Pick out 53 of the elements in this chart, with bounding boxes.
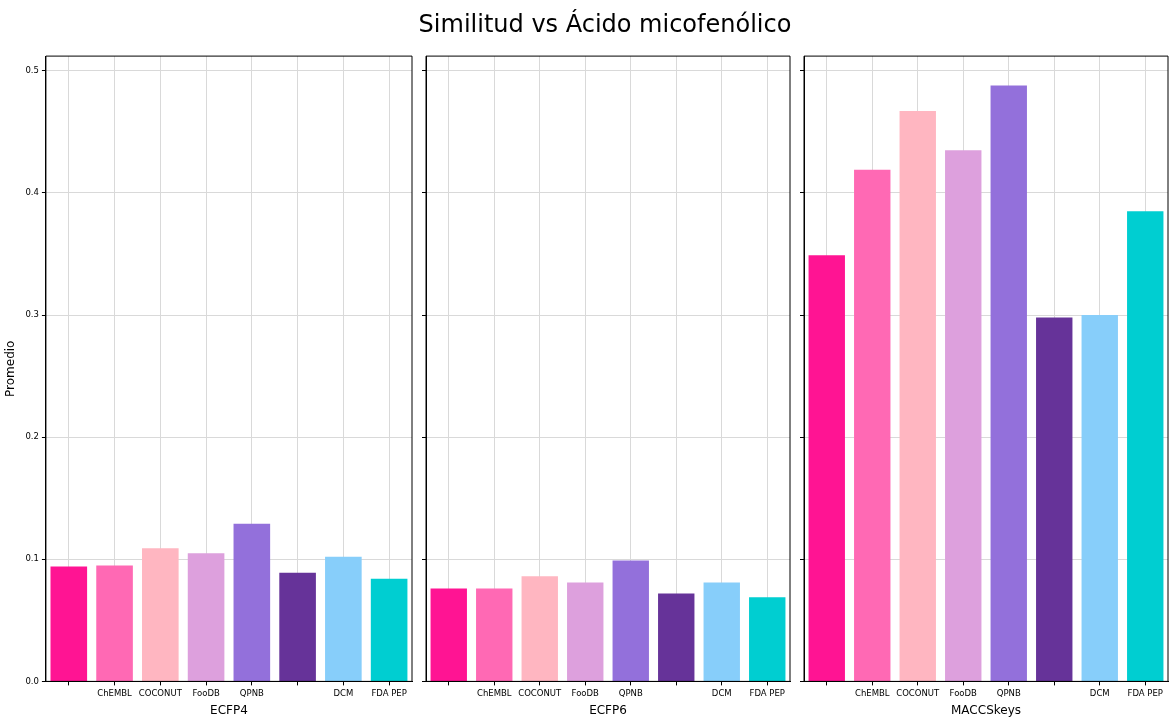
bar — [945, 150, 982, 681]
x-tick-label: ChEMBL — [97, 687, 133, 698]
bar — [808, 255, 845, 681]
x-tick-label: FooDB — [949, 687, 978, 698]
y-tick-label: 0.1 — [25, 553, 39, 564]
bar — [612, 560, 649, 681]
bar — [1036, 317, 1073, 681]
x-tick-label: QPNB — [996, 687, 1021, 698]
x-tick-label: ChEMBL — [854, 687, 890, 698]
bar — [370, 578, 408, 681]
bar — [430, 588, 467, 681]
x-tick-label: COCONUT — [896, 687, 941, 698]
chart-title: Similitud vs Ácido micofenólico — [417, 8, 793, 40]
x-tick-label: FDA PEP — [749, 687, 785, 698]
bar — [142, 548, 179, 681]
x-tick-label: QPNB — [239, 687, 265, 698]
y-tick-label: 0.3 — [25, 309, 39, 320]
bar — [658, 593, 695, 681]
y-tick-label: 0.2 — [25, 431, 39, 442]
x-tick-label: FDA PEP — [371, 687, 407, 698]
bar — [567, 582, 604, 681]
x-tick-label: COCONUT — [518, 687, 563, 698]
x-tick-label: DCM — [711, 687, 732, 698]
y-tick-label: 0.5 — [25, 64, 39, 75]
bar — [521, 576, 558, 681]
y-axis-title: Promedio — [3, 340, 18, 397]
bar — [233, 523, 271, 681]
bar — [1081, 315, 1118, 681]
x-tick-label: FDA PEP — [1127, 687, 1163, 698]
bar — [50, 566, 88, 681]
bar — [854, 169, 891, 681]
y-tick-label: 0.0 — [25, 675, 39, 686]
x-tick-label: FooDB — [571, 687, 600, 698]
x-tick-label: DCM — [1089, 687, 1110, 698]
bar — [1127, 211, 1164, 681]
bar — [279, 572, 316, 681]
x-tick-label: DCM — [333, 687, 354, 698]
x-axis-title: MACCSkeys — [951, 702, 1021, 717]
x-tick-label: FooDB — [192, 687, 220, 698]
bar — [96, 565, 133, 681]
bar — [990, 85, 1027, 681]
bar — [476, 588, 513, 681]
bar — [325, 556, 362, 681]
x-axis-title: ECFP6 — [589, 702, 627, 717]
x-tick-label: ChEMBL — [476, 687, 512, 698]
x-axis-title: ECFP4 — [210, 702, 248, 717]
bar — [703, 582, 740, 681]
x-tick-label: QPNB — [618, 687, 643, 698]
bar — [749, 597, 786, 681]
bar — [187, 553, 225, 681]
y-tick-label: 0.4 — [25, 187, 39, 198]
x-tick-label: COCONUT — [138, 687, 183, 698]
bar — [899, 111, 936, 681]
